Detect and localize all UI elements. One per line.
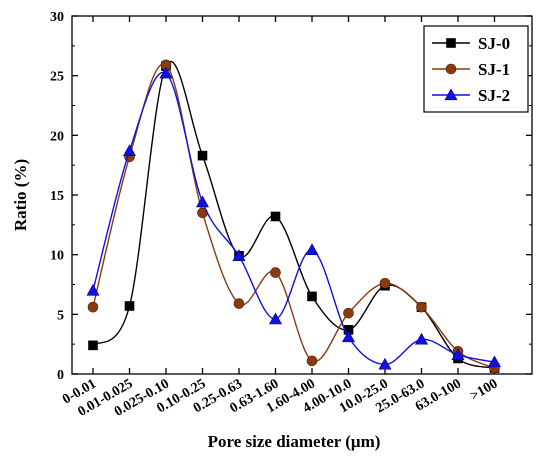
data-point-sj-1	[379, 278, 391, 289]
data-point-sj-1	[416, 301, 427, 313]
y-tick-label: 20	[50, 129, 64, 144]
data-point-sj-0	[197, 150, 208, 161]
y-tick-label: 15	[50, 189, 64, 204]
plot-area: 0510152025300-0.010.01-0.0250.025-0.100.…	[50, 10, 533, 420]
x-tick-label: >100	[468, 376, 501, 403]
x-axis-title: Pore size diameter (μm)	[208, 432, 381, 451]
data-point-sj-1	[306, 355, 318, 367]
data-point-sj-2	[232, 249, 246, 261]
data-point-sj-2	[86, 283, 100, 296]
y-tick-label: 30	[50, 10, 64, 25]
data-point-sj-2	[341, 330, 356, 343]
series-sj-2	[86, 66, 502, 370]
data-point-sj-1	[87, 301, 99, 313]
data-point-sj-2	[378, 357, 392, 370]
data-point-sj-0	[88, 340, 98, 351]
legend-marker	[445, 63, 457, 75]
data-point-sj-2	[487, 355, 502, 368]
legend-label: SJ-0	[478, 34, 510, 53]
data-point-sj-2	[159, 66, 173, 79]
legend-label: SJ-2	[478, 86, 510, 105]
data-point-sj-0	[124, 301, 135, 311]
data-point-sj-1	[343, 307, 354, 319]
data-point-sj-2	[195, 195, 210, 208]
data-point-sj-2	[305, 243, 319, 255]
data-point-sj-1	[270, 267, 281, 278]
data-point-sj-2	[122, 144, 137, 156]
y-tick-label: 10	[50, 249, 64, 264]
data-point-sj-2	[268, 312, 283, 325]
data-point-sj-0	[270, 211, 281, 222]
data-point-sj-1	[233, 298, 245, 309]
data-point-sj-2	[451, 348, 465, 361]
legend: SJ-0 SJ-1 SJ-2	[423, 25, 529, 113]
y-tick-label: 5	[57, 308, 64, 323]
y-tick-label: 0	[57, 368, 64, 383]
data-point-sj-0	[307, 291, 317, 302]
y-tick-label: 25	[50, 70, 64, 85]
legend-marker	[444, 88, 458, 101]
y-axis-title: Ratio (%)	[11, 159, 30, 231]
legend-marker	[446, 38, 456, 48]
series-line-sj-2	[92, 71, 495, 366]
legend-label: SJ-1	[478, 60, 510, 79]
data-point-sj-2	[414, 332, 429, 345]
